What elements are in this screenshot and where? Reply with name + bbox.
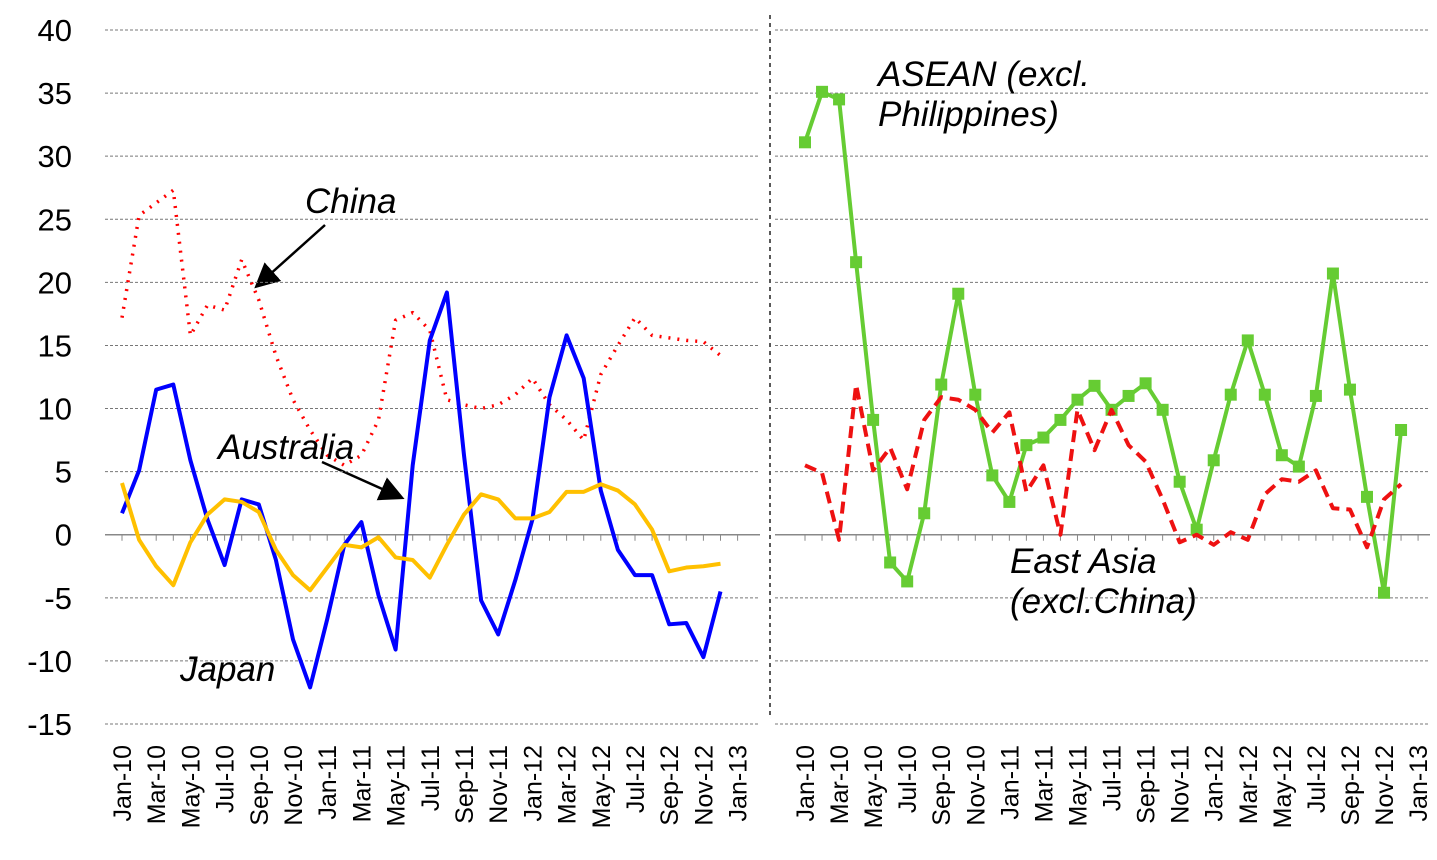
point-marker [1224,388,1237,401]
x-tick-label: Sep-11 [451,745,479,824]
y-tick-label: 35 [38,76,72,111]
y-tick-label: -15 [27,707,72,742]
y-tick-label: 5 [55,455,72,490]
point-marker [986,469,999,482]
x-tick-label: Mar-12 [554,745,582,824]
series-label: Australia [218,428,355,467]
x-tick-label: Jul-12 [1303,745,1331,813]
x-tick-label: Mar-10 [826,745,854,824]
arrow [321,460,405,501]
arrow [254,224,326,289]
point-marker [1020,439,1033,452]
y-tick-label: 20 [38,265,72,300]
x-tick-label: Nov-10 [962,745,990,826]
point-marker [935,378,948,391]
x-tick-label: May-12 [588,745,616,828]
x-tick-label: Sep-12 [656,745,684,826]
x-tick-label: May-12 [1269,745,1297,828]
x-tick-label: Jul-12 [622,745,650,813]
series-line [120,290,723,690]
point-marker [1173,475,1186,488]
x-tick-label: May-10 [177,745,205,828]
y-tick-label: -5 [44,581,72,616]
point-marker [1360,490,1373,503]
point-marker [901,575,914,588]
point-marker [1037,431,1050,444]
x-tick-label: Jan-13 [1405,745,1433,821]
x-tick-label: Jan-13 [725,745,753,821]
x-tick-label: Jan-12 [519,745,547,821]
point-marker [1071,393,1084,406]
y-tick-label: -10 [27,644,72,679]
x-tick-label: Jan-12 [1201,745,1229,821]
x-tick-label: Jan-10 [792,745,820,821]
x-tick-label: May-10 [860,745,888,828]
y-tick-label: 25 [38,202,72,237]
point-marker [952,287,965,300]
x-tick-label: Mar-10 [143,745,171,824]
y-tick-label: 40 [38,13,72,48]
x-tick-label: Sep-12 [1337,745,1365,826]
x-tick-label: Jan-11 [314,745,342,820]
point-marker [867,413,880,426]
point-marker [833,93,846,106]
x-tick-label: Nov-11 [1167,745,1195,824]
series-label: ASEAN (excl. Philippines) [878,55,1090,134]
point-marker [1258,388,1271,401]
x-tick-label: Jul-10 [212,745,240,813]
point-marker [1190,523,1203,536]
y-tick-label: 0 [55,518,72,553]
point-marker [1275,449,1288,462]
point-marker [1343,383,1356,396]
series-label: East Asia (excl.China) [1010,542,1197,621]
series-line [120,482,721,593]
series-line [803,89,1404,595]
x-tick-label: Jan-11 [996,745,1024,820]
point-marker [1309,389,1322,402]
point-marker [1207,454,1220,467]
point-marker [884,556,897,569]
x-tick-label: May-11 [1064,745,1092,827]
point-marker [1088,379,1101,392]
point-marker [1122,389,1135,402]
series-line [804,382,1403,550]
x-tick-label: Jul-11 [1099,745,1127,811]
x-tick-label: Jul-11 [417,745,445,811]
point-marker [1003,495,1016,508]
point-marker [1139,377,1152,390]
x-tick-label: Mar-11 [1030,745,1058,822]
point-marker [1054,413,1067,426]
point-marker [1241,334,1254,347]
x-tick-label: Mar-11 [348,745,376,822]
point-marker [1292,460,1305,473]
point-marker [1326,267,1339,280]
point-marker [918,507,931,520]
x-tick-label: Nov-12 [690,745,718,826]
x-tick-label: Nov-11 [485,745,513,824]
x-tick-label: Jan-10 [109,745,137,821]
x-tick-label: Sep-10 [246,745,274,826]
point-marker [850,256,863,269]
series-label: China [305,182,397,221]
point-marker [816,85,829,98]
y-tick-label: 10 [38,392,72,427]
x-tick-label: Sep-11 [1133,745,1161,824]
point-marker [1395,423,1408,436]
series-line [120,188,722,468]
point-marker [799,136,811,149]
y-tick-label: 30 [38,139,72,174]
x-tick-label: Sep-10 [928,745,956,826]
point-marker [969,388,982,401]
series-label: Japan [180,650,276,689]
x-tick-label: Nov-12 [1371,745,1399,826]
x-tick-label: May-11 [383,745,411,827]
point-marker [1156,403,1169,416]
x-tick-label: Jul-10 [894,745,922,813]
y-tick-label: 15 [38,328,72,363]
x-tick-label: Nov-10 [280,745,308,826]
x-tick-label: Mar-12 [1235,745,1263,824]
point-marker [1378,586,1391,599]
